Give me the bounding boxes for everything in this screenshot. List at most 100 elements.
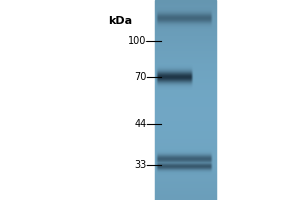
Bar [154,163,216,164]
Bar [154,88,216,89]
Bar [154,151,216,152]
Bar [154,69,216,70]
Bar [154,42,216,43]
Bar [154,32,216,33]
Bar [154,74,216,75]
Bar [154,155,216,156]
Bar [154,60,216,61]
Bar [154,71,216,72]
Bar [154,146,216,147]
Bar [154,33,216,34]
Bar [154,178,216,179]
Bar [154,37,216,38]
Bar [154,53,216,54]
Bar [154,164,216,165]
Bar [154,70,216,71]
Bar [154,29,216,30]
Bar [154,64,216,65]
Bar [154,45,216,46]
Bar [154,154,216,155]
Bar [154,98,216,99]
Bar [154,199,216,200]
Text: 33-: 33- [134,160,150,170]
Bar [154,36,216,37]
Bar [154,0,216,1]
Bar [154,66,216,67]
Bar [154,109,216,110]
Bar [154,76,216,77]
Bar [154,6,216,7]
Bar [154,196,216,197]
Bar [154,87,216,88]
Bar [154,110,216,111]
Bar [154,183,216,184]
Bar [154,121,216,122]
Bar [154,19,216,20]
Bar [154,28,216,29]
Bar [154,63,216,64]
Bar [154,124,216,125]
Bar [154,162,216,163]
Bar [154,75,216,76]
Bar [154,24,216,25]
Bar [154,197,216,198]
Bar [154,187,216,188]
Bar [154,12,216,13]
Bar [154,27,216,28]
Bar [154,97,216,98]
Bar [154,86,216,87]
Bar [154,173,216,174]
Bar [154,102,216,103]
Bar [154,149,216,150]
Text: 70-: 70- [134,72,150,82]
Bar [154,148,216,149]
Bar [154,79,216,80]
Bar [154,129,216,130]
Bar [154,57,216,58]
Bar [154,171,216,172]
Text: kDa: kDa [108,16,132,26]
Bar [154,3,216,4]
Bar [154,41,216,42]
Bar [154,34,216,35]
Bar [154,35,216,36]
Bar [154,83,216,84]
Bar [154,160,216,161]
Bar [154,1,216,2]
Bar [154,72,216,73]
Bar [154,168,216,169]
Bar [154,8,216,9]
Bar [154,107,216,108]
Bar [154,153,216,154]
Bar [154,126,216,127]
Bar [154,172,216,173]
Bar [154,142,216,143]
Bar [154,137,216,138]
Bar [154,138,216,139]
Bar [154,179,216,180]
Bar [154,152,216,153]
Bar [154,131,216,132]
Bar [154,130,216,131]
Bar [154,127,216,128]
Bar [154,2,216,3]
Bar [154,18,216,19]
Bar [154,26,216,27]
Bar [154,44,216,45]
Bar [154,25,216,26]
Bar [154,105,216,106]
Bar [154,112,216,113]
Bar [154,39,216,40]
Bar [154,143,216,144]
Bar [154,122,216,123]
Bar [154,104,216,105]
Bar [154,144,216,145]
Bar [154,170,216,171]
Bar [154,184,216,185]
Bar [154,30,216,31]
Bar [154,49,216,50]
Bar [154,95,216,96]
Bar [154,11,216,12]
Bar [154,174,216,175]
Bar [154,192,216,193]
